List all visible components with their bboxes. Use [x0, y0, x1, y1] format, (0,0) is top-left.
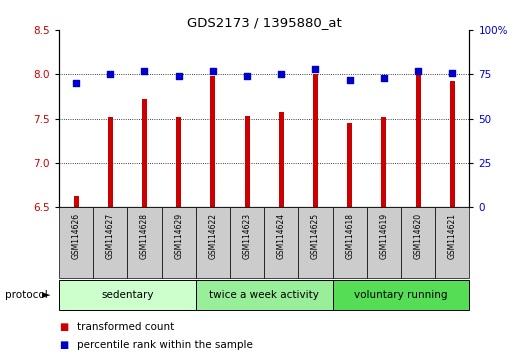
Text: sedentary: sedentary	[101, 290, 154, 300]
Bar	[196, 207, 230, 278]
Text: ■: ■	[59, 322, 68, 332]
Text: GSM114623: GSM114623	[243, 213, 251, 259]
Text: ■: ■	[59, 340, 68, 350]
Text: GSM114619: GSM114619	[380, 213, 388, 259]
Bar	[401, 207, 435, 278]
Bar	[93, 207, 127, 278]
Bar	[108, 117, 113, 207]
Text: GSM114626: GSM114626	[72, 213, 81, 259]
Text: GSM114624: GSM114624	[277, 213, 286, 259]
Bar	[332, 280, 469, 310]
Text: GSM114622: GSM114622	[208, 213, 218, 259]
Point	[311, 66, 320, 72]
Point	[277, 72, 285, 77]
Text: transformed count: transformed count	[77, 322, 174, 332]
Bar	[299, 207, 332, 278]
Bar	[381, 117, 386, 207]
Bar	[313, 74, 318, 207]
Text: GSM114625: GSM114625	[311, 213, 320, 259]
Bar	[435, 207, 469, 278]
Point	[72, 80, 80, 86]
Bar	[127, 207, 162, 278]
Text: twice a week activity: twice a week activity	[209, 290, 319, 300]
Bar	[416, 74, 421, 207]
Text: GSM114621: GSM114621	[448, 213, 457, 259]
Bar	[230, 207, 264, 278]
Bar	[59, 280, 196, 310]
Bar	[142, 99, 147, 207]
Bar	[162, 207, 196, 278]
Text: GSM114618: GSM114618	[345, 213, 354, 259]
Bar	[347, 123, 352, 207]
Point	[346, 77, 354, 82]
Text: GSM114627: GSM114627	[106, 213, 115, 259]
Point	[243, 73, 251, 79]
Point	[448, 70, 457, 75]
Point	[414, 68, 422, 74]
Text: voluntary running: voluntary running	[354, 290, 448, 300]
Bar	[210, 76, 215, 207]
Bar	[59, 207, 93, 278]
Bar	[73, 196, 78, 207]
Point	[106, 72, 114, 77]
Point	[380, 75, 388, 81]
Bar	[196, 280, 332, 310]
Bar	[450, 81, 455, 207]
Text: GSM114628: GSM114628	[140, 213, 149, 259]
Text: GSM114629: GSM114629	[174, 213, 183, 259]
Text: ►: ►	[42, 290, 51, 300]
Bar	[176, 117, 181, 207]
Point	[141, 68, 149, 74]
Bar	[279, 112, 284, 207]
Bar	[367, 207, 401, 278]
Point	[209, 68, 217, 74]
Point	[174, 73, 183, 79]
Text: protocol: protocol	[5, 290, 48, 300]
Text: GSM114620: GSM114620	[413, 213, 423, 259]
Bar	[332, 207, 367, 278]
Bar	[264, 207, 299, 278]
Text: percentile rank within the sample: percentile rank within the sample	[77, 340, 253, 350]
Title: GDS2173 / 1395880_at: GDS2173 / 1395880_at	[187, 16, 342, 29]
Bar	[245, 116, 250, 207]
